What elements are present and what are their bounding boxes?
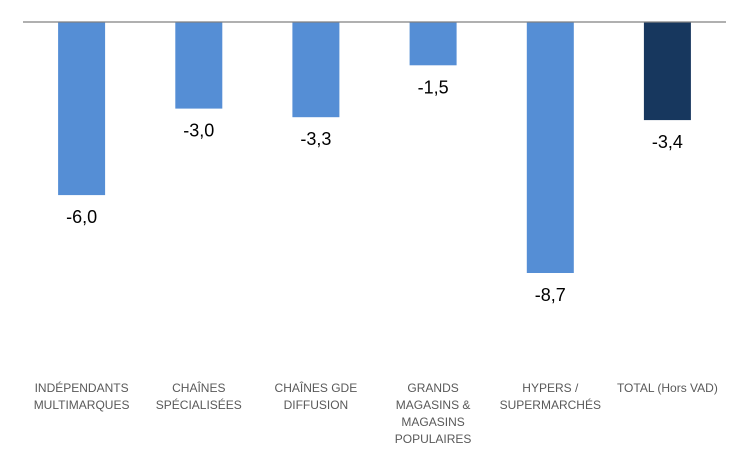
category-label-line: SPÉCIALISÉES — [156, 397, 242, 412]
value-label-4: -1,5 — [418, 77, 449, 97]
value-label-2: -3,0 — [183, 121, 214, 141]
bar-4 — [409, 22, 457, 66]
bar-3 — [292, 22, 340, 118]
category-label-2: CHAÎNES SPÉCIALISÉES — [156, 380, 242, 412]
category-label-line: INDÉPENDANTS — [35, 380, 129, 395]
category-label-6: TOTAL (Hors VAD) — [617, 381, 718, 395]
value-label-5: -8,7 — [535, 285, 566, 305]
category-label-line: POPULAIRES — [395, 432, 472, 446]
bar-2 — [175, 22, 223, 109]
bar-5 — [526, 22, 574, 273]
bar-6 — [643, 22, 691, 121]
value-label-1: -6,0 — [66, 207, 97, 227]
category-label-line: MAGASINS — [401, 415, 464, 429]
category-label-line: GRANDS — [407, 381, 458, 395]
category-labels-group: INDÉPENDANTS MULTIMARQUES CHAÎNES SPÉCIALIS… — [34, 380, 718, 446]
value-labels-group: -6,0 -3,0 -3,3 -1,5 -8,7 -3,4 — [66, 77, 683, 305]
value-label-6: -3,4 — [652, 132, 683, 152]
category-label-1: INDÉPENDANTS MULTIMARQUES — [34, 380, 130, 412]
category-label-line: CHAÎNES GDE — [275, 380, 358, 395]
category-label-4: GRANDS MAGASINS & MAGASINS POPULAIRES — [395, 381, 472, 446]
category-label-line: MULTIMARQUES — [34, 398, 130, 412]
category-label-line: HYPERS / — [522, 381, 579, 395]
value-label-3: -3,3 — [300, 129, 331, 149]
category-label-line: TOTAL (Hors VAD) — [617, 381, 718, 395]
category-label-line: SUPERMARCHÉS — [500, 397, 601, 412]
category-label-5: HYPERS / SUPERMARCHÉS — [500, 381, 601, 412]
category-label-3: CHAÎNES GDE DIFFUSION — [275, 380, 358, 412]
bars-group — [58, 22, 691, 273]
bar-1 — [58, 22, 106, 196]
category-label-line: MAGASINS & — [396, 398, 471, 412]
category-label-line: DIFFUSION — [284, 398, 349, 412]
category-label-line: CHAÎNES — [172, 380, 225, 395]
